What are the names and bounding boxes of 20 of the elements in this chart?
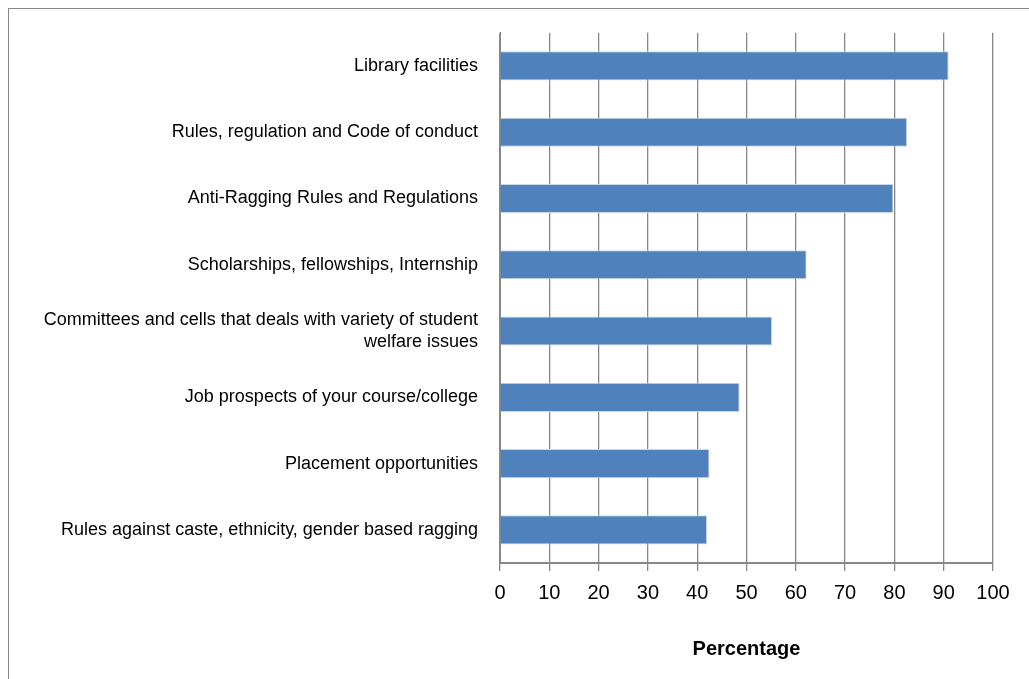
x-tick-label: 50 <box>735 580 758 603</box>
y-tick-label: Scholarships, fellowships, Internship <box>187 253 478 274</box>
x-tick-label: 80 <box>883 580 906 603</box>
x-tick-label: 10 <box>538 580 561 603</box>
x-tick-label: 100 <box>976 580 1010 603</box>
x-tick-label: 70 <box>833 580 857 603</box>
x-tick-label: 20 <box>587 580 610 603</box>
y-tick-label: Placement opportunities <box>284 452 478 473</box>
x-tick-label: 40 <box>686 580 709 603</box>
y-tick-label: Job prospects of your course/college <box>184 386 478 407</box>
y-tick-label: Committees and cells that deals with variety of student welfare issues <box>43 309 478 351</box>
y-tick-label: Rules, regulation and Code of conduct <box>171 121 478 142</box>
x-tick-label: 0 <box>494 580 506 603</box>
y-tick-label: Anti-Ragging Rules and Regulations <box>187 187 478 208</box>
x-tick-label: 90 <box>932 580 955 603</box>
y-tick-label: Library facilities <box>353 54 478 75</box>
x-axis-title: Percentage <box>692 636 801 659</box>
x-tick-label: 30 <box>636 580 660 603</box>
x-tick-label: 60 <box>784 580 807 603</box>
y-tick-label: Rules against caste, ethnicity, gender based ragging <box>61 518 478 539</box>
